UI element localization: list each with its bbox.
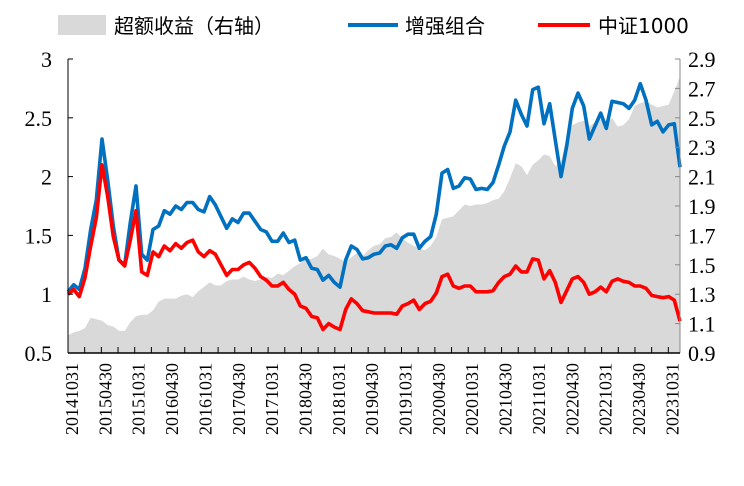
line-series-csi1000 xyxy=(66,163,682,332)
left-axis-tick-label: 3 xyxy=(41,47,52,72)
legend-swatch-excess xyxy=(58,15,106,35)
x-axis-tick-label: 20171031 xyxy=(262,363,282,435)
right-axis-tick-label: 1.1 xyxy=(688,312,716,337)
x-axis-tick-label: 20211031 xyxy=(529,363,549,434)
x-axis-tick-label: 20230430 xyxy=(629,363,649,435)
x-axis-tick-label: 20210430 xyxy=(496,363,516,435)
x-axis-tick-label: 20160430 xyxy=(162,363,182,435)
left-axis-tick-label: 1 xyxy=(41,282,52,307)
x-axis-tick-label: 20151031 xyxy=(129,363,149,435)
x-axis-tick-label: 20170430 xyxy=(229,363,249,435)
legend: 超额收益（右轴） 增强组合 中证1000 xyxy=(58,14,689,38)
x-axis-tick-label: 20141031 xyxy=(62,363,82,435)
x-axis-tick-label: 20201031 xyxy=(462,363,482,435)
x-axis-tick-label: 20221031 xyxy=(596,363,616,435)
right-axis-tick-label: 2.3 xyxy=(688,135,716,160)
legend-label-csi1000: 中证1000 xyxy=(598,14,689,38)
left-axis-tick-label: 2 xyxy=(41,165,52,190)
right-axis-tick-label: 1.9 xyxy=(688,194,716,219)
right-axis-tick-label: 1.3 xyxy=(688,282,716,307)
right-axis-tick-label: 0.9 xyxy=(688,341,716,366)
line-series-enhanced xyxy=(66,81,682,293)
x-axis-tick-label: 20181031 xyxy=(329,363,349,435)
area-series-excess-return xyxy=(68,76,680,353)
x-axis-tick-label: 20180430 xyxy=(296,363,316,435)
right-axis-tick-label: 2.5 xyxy=(688,106,716,131)
x-axis-tick-label: 20231031 xyxy=(662,363,682,435)
right-axis-tick-label: 2.7 xyxy=(688,76,716,101)
legend-label-enhanced: 增强组合 xyxy=(405,14,485,38)
left-axis-tick-label: 2.5 xyxy=(25,106,53,131)
x-axis-tick-label: 20190430 xyxy=(362,363,382,435)
x-axis-tick-label: 20200430 xyxy=(429,363,449,435)
x-axis-tick-label: 20220430 xyxy=(562,363,582,435)
x-axis-tick-label: 20161031 xyxy=(195,363,215,435)
right-axis-tick-label: 2.1 xyxy=(688,165,716,190)
x-axis-tick-label: 20150430 xyxy=(95,363,115,435)
right-axis-tick-label: 1.5 xyxy=(688,253,716,278)
right-axis-tick-label: 1.7 xyxy=(688,223,716,248)
x-axis-tick-label: 20191031 xyxy=(396,363,416,435)
legend-label-excess: 超额收益（右轴） xyxy=(114,14,274,38)
left-axis-tick-label: 0.5 xyxy=(25,341,53,366)
left-axis-tick-label: 1.5 xyxy=(25,223,53,248)
right-axis-tick-label: 2.9 xyxy=(688,47,716,72)
